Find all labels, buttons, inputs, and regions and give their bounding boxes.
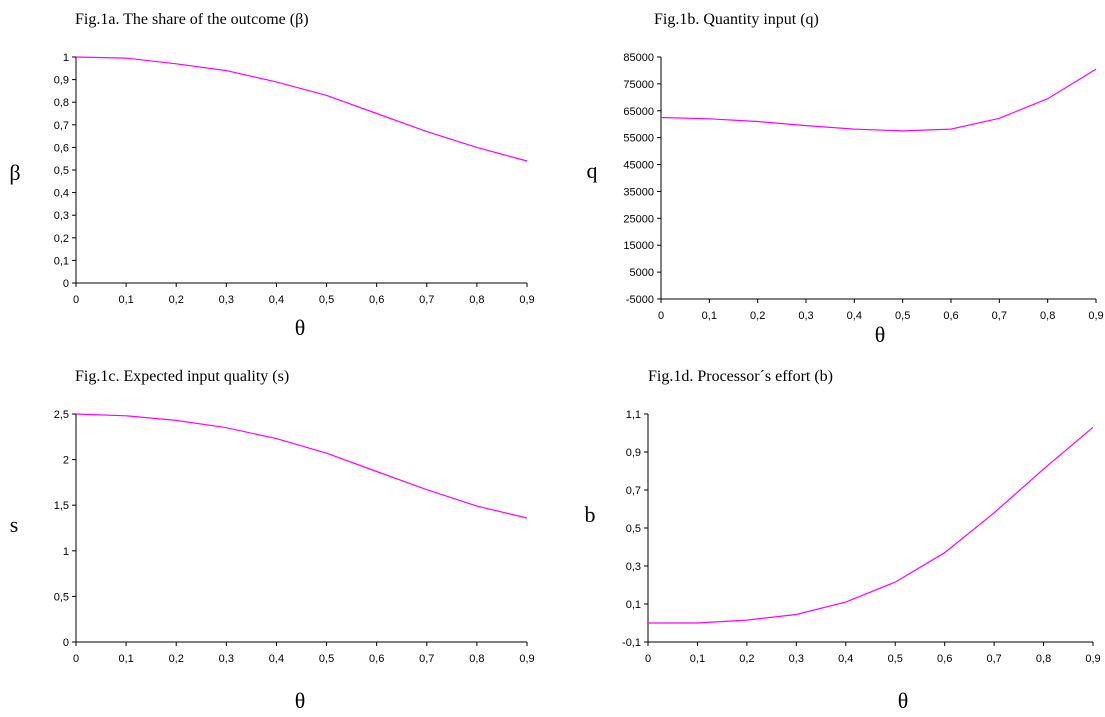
x-tick-label: 0 <box>73 294 79 306</box>
x-tick-label: 0,5 <box>895 310 910 322</box>
x-tick-label: 0,7 <box>986 653 1001 665</box>
x-tick-label: 0,7 <box>419 653 434 665</box>
y-tick-label: 0,2 <box>54 233 69 245</box>
x-tick-label: 0,1 <box>118 294 133 306</box>
y-tick-label: 1,1 <box>626 409 641 421</box>
series-line-1 <box>75 56 528 162</box>
x-tick-label: 0,6 <box>369 653 384 665</box>
y-axis-label: q <box>587 158 598 183</box>
chart-panel-2: Fig.1b. Quantity input (q) 0 0,1 0,2 0,3 0,4 0… <box>587 11 1104 347</box>
x-tick-label: 0,3 <box>219 653 234 665</box>
chart-panel-3: Fig.1c. Expected input quality (s) 0 0,1 0,… <box>10 368 535 713</box>
x-tick-label: 0 <box>73 653 79 665</box>
chart-title: Fig.1b. Quantity input (q) <box>654 11 819 28</box>
y-tick-label: 85000 <box>623 52 654 64</box>
x-tick-label: 0,2 <box>169 294 184 306</box>
x-tick-label: 0,9 <box>519 653 534 665</box>
y-tick-label: -5000 <box>626 294 654 306</box>
y-axis-label: β <box>9 160 20 185</box>
x-tick-label: 0,8 <box>469 653 484 665</box>
y-tick-label: 0 <box>63 637 69 649</box>
x-axis-label: θ <box>295 315 306 340</box>
y-tick-label: 0,1 <box>54 255 69 267</box>
x-tick-label: 0,4 <box>269 653 284 665</box>
x-tick-label: 0,9 <box>519 294 534 306</box>
x-tick-label: 0,1 <box>702 310 717 322</box>
x-tick-label: 0,5 <box>319 294 334 306</box>
x-tick-label: 0 <box>645 653 651 665</box>
y-tick-label: 0 <box>63 278 69 290</box>
y-tick-label: 1 <box>63 52 69 64</box>
series-line-1 <box>75 413 528 519</box>
y-tick-label: 25000 <box>623 213 654 225</box>
y-tick-label: 5000 <box>630 267 654 279</box>
y-tick-label: 0,9 <box>54 75 69 87</box>
chart-title: Fig.1a. The share of the outcome (β) <box>75 11 309 28</box>
y-tick-label: 1 <box>63 546 69 558</box>
y-tick-label: 0,5 <box>54 165 69 177</box>
y-tick-label: 0,8 <box>54 97 69 109</box>
y-tick-label: 15000 <box>623 240 654 252</box>
chart-title: Fig.1d. Processor´s effort (b) <box>648 368 833 385</box>
y-tick-label: 0,3 <box>54 210 69 222</box>
x-tick-label: 0,8 <box>1036 653 1051 665</box>
x-tick-label: 0,5 <box>888 653 903 665</box>
x-axis-label: θ <box>875 322 886 347</box>
y-tick-label: 35000 <box>623 186 654 198</box>
x-tick-label: 0,2 <box>750 310 765 322</box>
y-tick-label: 0,1 <box>626 599 641 611</box>
x-tick-label: 0,5 <box>319 653 334 665</box>
x-tick-label: 0,3 <box>798 310 813 322</box>
y-tick-label: 0,7 <box>626 485 641 497</box>
x-tick-label: 0,2 <box>169 653 184 665</box>
x-tick-label: 0,9 <box>1088 310 1103 322</box>
y-tick-label: 0,7 <box>54 120 69 132</box>
y-tick-label: 0,4 <box>54 188 69 200</box>
x-tick-label: 0,7 <box>992 310 1007 322</box>
x-axis-label: θ <box>898 688 909 713</box>
y-tick-label: -0,1 <box>622 637 641 649</box>
x-tick-label: 0,8 <box>1040 310 1055 322</box>
series-line-1 <box>660 68 1097 132</box>
x-tick-label: 0,4 <box>269 294 284 306</box>
y-tick-label: 0,5 <box>54 591 69 603</box>
y-tick-label: 45000 <box>623 160 654 172</box>
x-tick-label: 0,3 <box>219 294 234 306</box>
y-tick-label: 75000 <box>623 79 654 91</box>
y-tick-label: 1,5 <box>54 500 69 512</box>
x-axis-label: θ <box>295 688 306 713</box>
x-tick-label: 0,6 <box>369 294 384 306</box>
y-tick-label: 0,3 <box>626 561 641 573</box>
x-tick-label: 0,9 <box>1085 653 1100 665</box>
series-line-1 <box>648 426 1094 624</box>
y-tick-label: 2,5 <box>54 409 69 421</box>
x-tick-label: 0,8 <box>469 294 484 306</box>
x-tick-label: 0,4 <box>847 310 862 322</box>
x-tick-label: 0,2 <box>739 653 754 665</box>
x-tick-label: 0,1 <box>690 653 705 665</box>
y-tick-label: 55000 <box>623 133 654 145</box>
y-tick-label: 0,5 <box>626 523 641 535</box>
chart-panel-1: Fig.1a. The share of the outcome (β) 0 0,1… <box>9 11 534 340</box>
x-tick-label: 0,1 <box>118 653 133 665</box>
y-axis-label: s <box>10 512 19 537</box>
x-tick-label: 0,7 <box>419 294 434 306</box>
y-tick-label: 2 <box>63 455 69 467</box>
y-tick-label: 65000 <box>623 106 654 118</box>
x-tick-label: 0,3 <box>789 653 804 665</box>
x-tick-label: 0,4 <box>838 653 853 665</box>
chart-title: Fig.1c. Expected input quality (s) <box>75 368 289 385</box>
y-tick-label: 0,6 <box>54 142 69 154</box>
y-axis-label: b <box>585 502 596 527</box>
x-tick-label: 0,6 <box>937 653 952 665</box>
x-tick-label: 0 <box>658 310 664 322</box>
x-tick-label: 0,6 <box>943 310 958 322</box>
y-tick-label: 0,9 <box>626 447 641 459</box>
chart-panel-4: Fig.1d. Processor´s effort (b) 0 0,1 0,2 0,3… <box>585 368 1101 713</box>
